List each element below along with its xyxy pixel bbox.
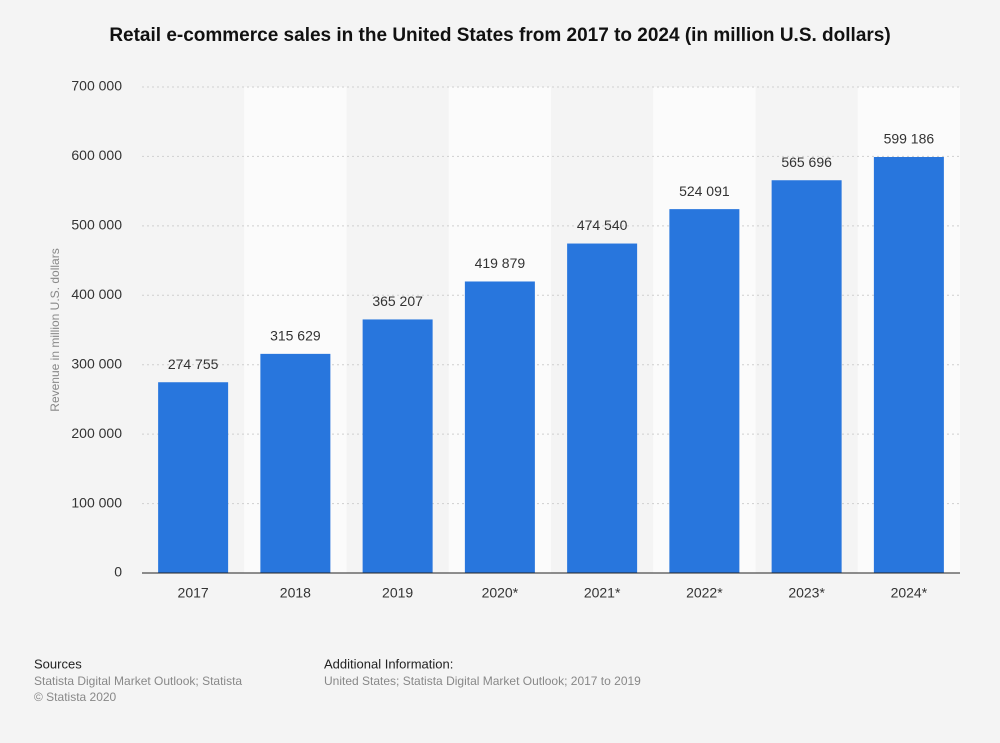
bar bbox=[567, 243, 638, 573]
value-label: 315 629 bbox=[270, 328, 321, 344]
x-tick-label: 2023* bbox=[788, 585, 825, 601]
y-tick-label: 200 000 bbox=[71, 425, 122, 441]
value-label: 419 879 bbox=[475, 255, 526, 271]
chart-title: Retail e-commerce sales in the United St… bbox=[109, 25, 890, 46]
info: United States; Statista Digital Market O… bbox=[324, 674, 641, 688]
bar bbox=[873, 156, 944, 573]
y-tick-label: 100 000 bbox=[71, 494, 122, 510]
bar bbox=[464, 281, 535, 573]
y-tick-label: 600 000 bbox=[71, 147, 122, 163]
bar bbox=[362, 319, 433, 573]
info-title: Additional Information: bbox=[324, 656, 453, 671]
bar bbox=[771, 180, 842, 573]
y-axis-label: Revenue in million U.S. dollars bbox=[48, 248, 62, 411]
x-tick-label: 2024* bbox=[891, 585, 928, 601]
y-tick-label: 500 000 bbox=[71, 217, 122, 233]
value-label: 524 091 bbox=[679, 183, 730, 199]
x-tick-label: 2018 bbox=[280, 585, 311, 601]
y-tick-label: 400 000 bbox=[71, 286, 122, 302]
y-tick-label: 0 bbox=[114, 564, 122, 580]
value-label: 365 207 bbox=[372, 293, 423, 309]
y-tick-label: 300 000 bbox=[71, 355, 122, 371]
x-tick-label: 2017 bbox=[178, 585, 209, 601]
x-tick-label: 2022* bbox=[686, 585, 723, 601]
y-tick-label: 700 000 bbox=[71, 78, 122, 94]
x-tick-label: 2021* bbox=[584, 585, 621, 601]
x-tick-label: 2020* bbox=[482, 585, 519, 601]
sources-title: Sources bbox=[34, 656, 82, 671]
value-label: 274 755 bbox=[168, 356, 219, 372]
value-label: 599 186 bbox=[884, 131, 935, 147]
value-label: 474 540 bbox=[577, 217, 628, 233]
value-label: 565 696 bbox=[781, 154, 832, 170]
x-tick-label: 2019 bbox=[382, 585, 413, 601]
copyright: © Statista 2020 bbox=[34, 690, 117, 704]
bar bbox=[158, 382, 229, 573]
bar bbox=[669, 209, 740, 573]
sources: Statista Digital Market Outlook; Statist… bbox=[34, 674, 242, 688]
bar bbox=[260, 353, 331, 573]
